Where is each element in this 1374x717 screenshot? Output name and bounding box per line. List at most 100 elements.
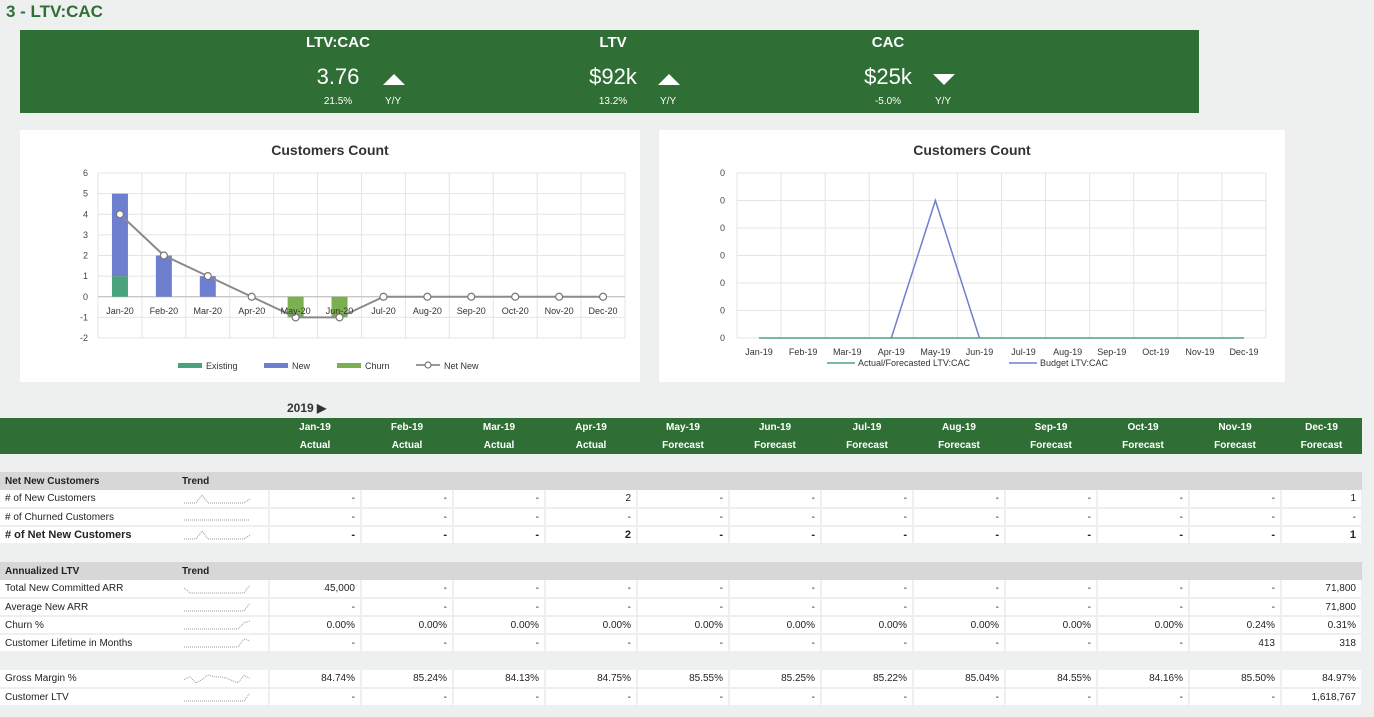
value-cell: - [913,580,1006,599]
x-tick-label: Jun-19 [966,347,994,357]
year-selector[interactable]: 2019 ▶ [287,401,327,415]
value-cell: - [361,508,454,527]
section-header-fill [913,562,1005,580]
value-cell: 85.04% [913,670,1006,689]
value-cell: 84.16% [1097,670,1190,689]
value-cell: 85.50% [1189,670,1282,689]
value-cell: - [1189,508,1282,527]
value-cell: - [1097,490,1190,509]
value-cell: 0.00% [821,616,914,635]
value-cell: - [453,526,546,545]
spacer-cell [0,652,1362,670]
value-cell: - [453,580,546,599]
value-cell: - [729,634,822,653]
legend-label: Churn [365,361,390,371]
x-tick-label: May-19 [920,347,950,357]
value-cell: - [453,598,546,617]
bar-churn [287,296,304,318]
value-cell: - [1097,526,1190,545]
value-cell: - [1281,508,1363,527]
month-header: Mar-19 [453,418,545,436]
section-header-fill [545,562,637,580]
sparkline-trend [177,688,270,707]
net-new-point [423,292,432,301]
section-header-fill [637,472,729,490]
legend-label: New [292,361,311,371]
value-cell: - [269,688,362,707]
value-cell: - [913,634,1006,653]
value-cell: 85.55% [637,670,730,689]
x-tick-label: Oct-20 [502,306,529,316]
x-tick-label: Jan-20 [106,306,134,316]
section-header-fill [729,472,821,490]
value-cell: - [729,688,822,707]
y-tick-label: 3 [83,230,88,240]
x-tick-label: Aug-19 [1053,347,1082,357]
y-tick-label: 0 [720,223,725,233]
table-row: Customer LTV - - - - - - - - - - -1,618,767 [0,688,1363,707]
spacer-cell [0,544,1362,562]
value-cell: 84.97% [1281,670,1363,689]
value-cell: - [913,688,1006,707]
value-cell: - [821,688,914,707]
type-header: Actual [545,436,637,454]
value-cell: - [269,490,362,509]
kpi-banner: LTV:CAC 3.76 21.5% Y/Y LTV $92k 13.2% Y/… [20,30,1199,113]
month-header: Apr-19 [545,418,637,436]
value-cell: - [453,634,546,653]
value-cell: - [361,634,454,653]
value-cell: - [729,598,822,617]
value-cell: - [821,634,914,653]
legend-label: Budget LTV:CAC [1040,358,1109,368]
x-tick-label: Dec-19 [1229,347,1258,357]
value-cell: - [729,490,822,509]
y-tick-label: 1 [83,271,88,281]
sparkline-trend [177,598,270,617]
section-header-fill [361,472,453,490]
chart-canvas: 0 0 0 0 0 0 0 Jan-19 Feb-19 Mar-19 Apr-19 May-19 Jun… [720,168,1267,368]
customers-count-chart[interactable]: Customers Count 6 5 4 3 2 1 0 -1 -2 Jan-20 Feb-20 M… [20,130,640,382]
value-cell: - [453,508,546,527]
sparkline-trend [177,616,270,635]
kpi-yy: Y/Y [660,96,677,107]
y-tick-label: -2 [80,333,88,343]
row-label: # of Net New Customers [0,526,177,545]
type-header: Actual [453,436,545,454]
x-tick-label: Sep-19 [1097,347,1126,357]
type-header: Forecast [637,436,729,454]
net-new-point [115,210,125,219]
y-tick-label: 0 [720,306,725,316]
value-cell: - [1097,634,1190,653]
value-cell: 0.00% [269,616,362,635]
arrow-up-icon [658,74,680,85]
x-tick-label: Feb-19 [789,347,818,357]
legend-label: Net New [444,361,479,371]
value-cell: - [821,490,914,509]
x-tick-label: Jun-20 [326,306,354,316]
legend-label: Actual/Forecasted LTV:CAC [858,358,971,368]
value-cell: - [729,526,822,545]
value-cell: 84.74% [269,670,362,689]
value-cell: 0.00% [729,616,822,635]
bar-existing [111,276,128,297]
spacer-cell [0,454,1362,472]
value-cell: - [1005,688,1098,707]
month-header: Dec-19 [1281,418,1362,436]
value-cell: 2 [545,490,638,509]
y-tick-label: 5 [83,189,88,199]
table-row: Total New Committed ARR 45,000- - - - - - - - - -7… [0,580,1363,599]
net-new-point [335,313,344,322]
section-header-fill [453,562,545,580]
value-cell: 0.00% [1097,616,1190,635]
chart-canvas: 6 5 4 3 2 1 0 -1 -2 Jan-20 Feb-20 Mar-20 Apr-20 May-2… [80,168,626,371]
value-cell: - [1189,598,1282,617]
section-header-fill [821,562,913,580]
value-cell: - [637,688,730,707]
kpi-label: LTV:CAC [306,34,370,51]
net-new-point [511,292,520,301]
value-cell: - [545,634,638,653]
y-tick-label: 2 [83,251,88,261]
x-tick-label: Sep-20 [457,306,486,316]
ltv-cac-trend-chart[interactable]: Customers Count 0 0 0 0 0 0 0 Jan-19 Feb-19 Mar-1… [659,130,1285,382]
net-new-point [247,292,256,301]
